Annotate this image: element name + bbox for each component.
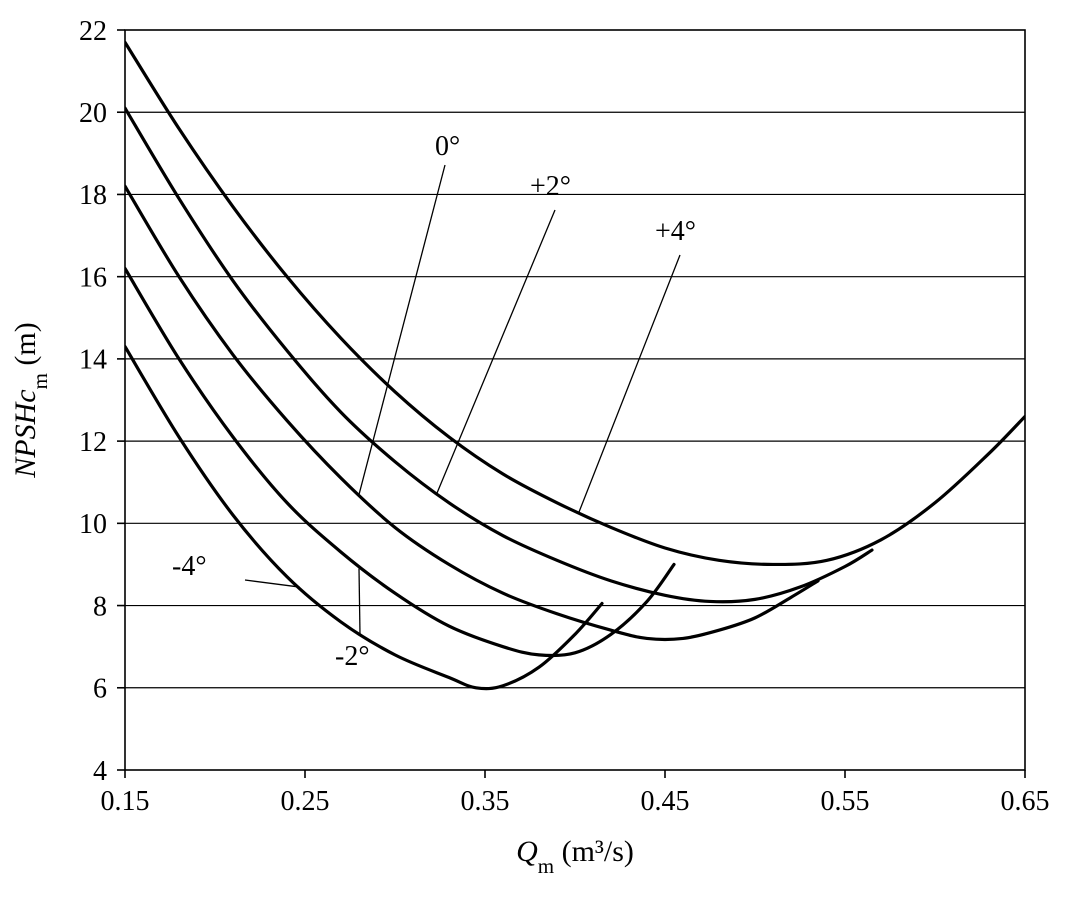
x-tick-label: 0.45 [641, 786, 690, 817]
y-tick-label: 22 [79, 16, 107, 47]
y-tick-label: 10 [79, 509, 107, 540]
x-tick-label: 0.35 [461, 786, 510, 817]
x-tick-label: 0.15 [101, 786, 150, 817]
y-tick-label: 12 [79, 427, 107, 458]
y-tick-label: 8 [93, 591, 107, 622]
y-tick-label: 14 [79, 345, 107, 376]
series-label-0°: 0° [435, 131, 460, 162]
x-tick-label: 0.55 [821, 786, 870, 817]
chart-background [0, 0, 1073, 917]
series-label-+2°: +2° [530, 171, 571, 202]
x-tick-label: 0.65 [1001, 786, 1050, 817]
y-tick-label: 20 [79, 98, 107, 129]
series-label-+4°: +4° [655, 216, 696, 247]
y-tick-label: 6 [93, 674, 107, 705]
y-tick-label: 16 [79, 262, 107, 293]
y-tick-label: 4 [93, 756, 107, 787]
series-label--4°: -4° [172, 551, 207, 582]
npsh-chart: 0.15 0.25 0.35 0.45 0.55 0.65 4 6 8 10 12 14 16 18 20 2… [0, 0, 1073, 917]
series-label--2°: -2° [335, 641, 370, 672]
y-tick-label: 18 [79, 180, 107, 211]
x-tick-label: 0.25 [281, 786, 330, 817]
chart-container: 0.15 0.25 0.35 0.45 0.55 0.65 4 6 8 10 12 14 16 18 20 2… [0, 0, 1073, 917]
